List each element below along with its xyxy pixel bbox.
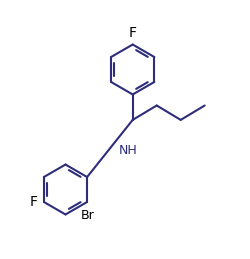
- Text: F: F: [30, 195, 38, 209]
- Text: F: F: [128, 26, 136, 40]
- Text: NH: NH: [118, 144, 137, 157]
- Text: Br: Br: [81, 209, 94, 222]
